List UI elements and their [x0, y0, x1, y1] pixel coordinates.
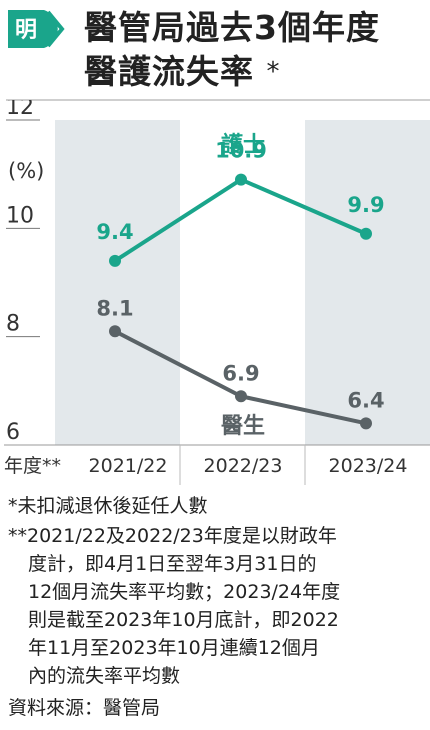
x-axis-label: 年度** [4, 455, 61, 477]
x-tick-label: 2023/24 [329, 455, 408, 477]
footnote-2: **2021/22及2022/23年度是以財政年 度計，即4月1日至翌年3月31… [8, 522, 340, 690]
title-divider [6, 99, 430, 101]
y-axis: 6 8 10 12 [6, 100, 40, 446]
y-tick-label: 12 [6, 100, 34, 120]
category-band [55, 120, 180, 445]
title-line-2-text: 醫護流失率 [84, 52, 254, 91]
chart-title: 醫管局過去3個年度 醫護流失率 * [84, 6, 380, 94]
y-tick-label: 8 [6, 312, 20, 337]
data-label: 6.9 [222, 361, 259, 385]
source-note: 資料來源：醫管局 [8, 697, 161, 719]
title-line-2: 醫護流失率 * [84, 50, 380, 94]
data-point [235, 390, 247, 403]
data-point [360, 417, 372, 430]
footnote-2-line: 則是截至2023年10月底計，即2022 [28, 609, 339, 631]
newspaper-logo-icon: 明 [8, 10, 65, 48]
y-tick-label: 10 [6, 203, 34, 228]
data-point [235, 173, 247, 186]
title-line-1: 醫管局過去3個年度 [84, 8, 380, 47]
title-asterisk: * [266, 57, 281, 87]
data-label: 8.1 [96, 296, 133, 320]
x-tick-label: 2021/22 [89, 455, 168, 477]
data-label: 10.9 [215, 139, 267, 163]
line-chart: 6 8 10 12 (%) 9.4 10.9 9.9 護士 8.1 6.9 6.4 醫生 年度** 2… [4, 100, 430, 485]
y-axis-label: (%) [8, 159, 44, 183]
data-point [109, 325, 121, 338]
footnote-2-line: 年11月至2023年10月連續12個月 [28, 637, 320, 659]
footnote-2-line: 12個月流失率平均數；2023/24年度 [28, 581, 341, 603]
data-point [109, 254, 121, 267]
footnote-1: *未扣減退休後延任人數 [8, 495, 208, 517]
footnote-2-line: 內的流失率平均數 [28, 665, 181, 687]
logo-text: 明 [15, 18, 37, 43]
x-tick-label: 2022/23 [204, 455, 283, 477]
data-label: 9.9 [347, 193, 384, 217]
series-name-label: 醫生 [221, 414, 265, 439]
series-group: 9.4 10.9 9.9 護士 8.1 6.9 6.4 醫生 [96, 132, 384, 439]
x-axis: 年度** 2021/22 2022/23 2023/24 [4, 444, 430, 485]
data-label: 6.4 [347, 388, 384, 412]
series-name-label: 護士 [221, 132, 265, 158]
footnote-2-line: **2021/22及2022/23年度是以財政年 [8, 525, 337, 547]
y-tick-label: 6 [6, 420, 20, 445]
category-bands [55, 120, 430, 445]
footnote-2-line: 度計，即4月1日至翌年3月31日的 [28, 553, 317, 575]
data-point [360, 227, 372, 240]
category-band [305, 120, 430, 445]
data-label: 9.4 [96, 220, 133, 244]
